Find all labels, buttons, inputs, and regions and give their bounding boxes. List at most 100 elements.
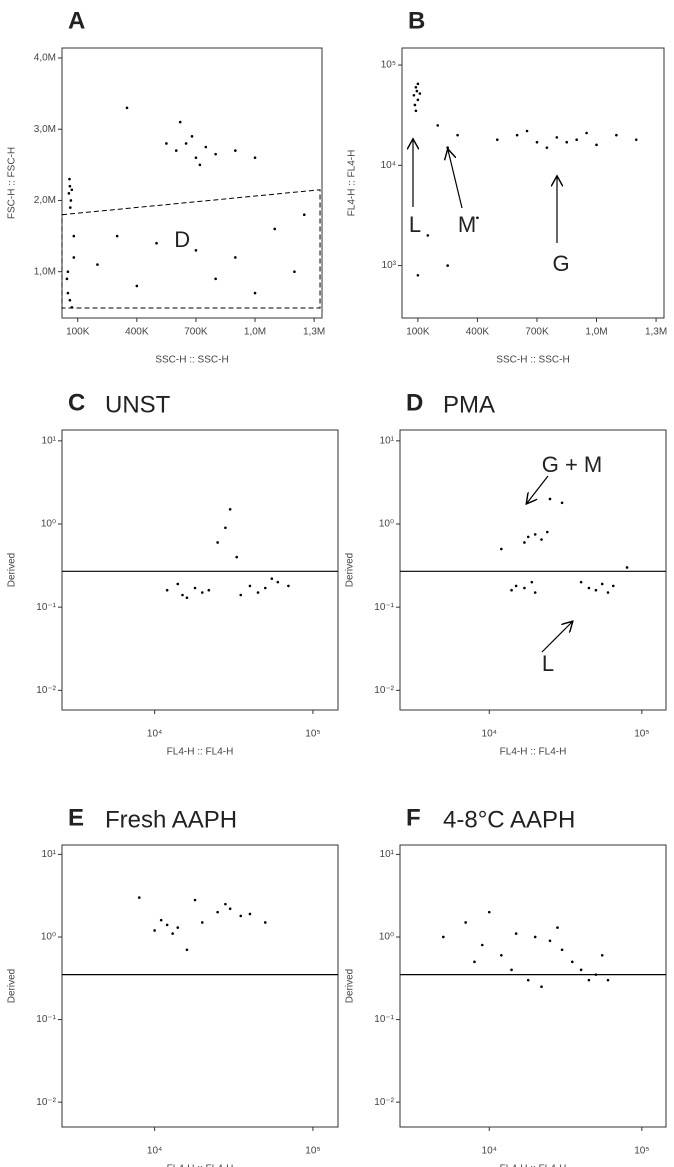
- point: [200, 591, 204, 594]
- point: [234, 149, 237, 152]
- plot-frame: [61, 47, 323, 319]
- y-axis-label: Derived: [7, 969, 18, 1003]
- point: [600, 582, 604, 586]
- panel-letter: B: [408, 7, 425, 34]
- point: [525, 129, 529, 133]
- gate-label: D: [174, 227, 190, 252]
- point: [253, 291, 257, 295]
- point: [548, 939, 552, 943]
- x-tick-label: 10⁴: [147, 1146, 162, 1157]
- x-tick-label: 10⁵: [634, 1146, 649, 1157]
- y-axis-label: Derived: [7, 553, 18, 587]
- arrow: [527, 475, 549, 503]
- point: [263, 586, 267, 590]
- point: [514, 932, 518, 935]
- point: [248, 584, 252, 588]
- x-tick-label: 10⁵: [305, 729, 320, 740]
- point: [234, 256, 237, 259]
- point: [239, 914, 243, 918]
- point: [446, 264, 449, 267]
- x-tick-label: 1,0M: [244, 327, 266, 338]
- x-tick-label: 400K: [125, 327, 149, 338]
- point: [625, 566, 629, 569]
- point: [66, 270, 70, 273]
- x-tick-label: 1,3M: [303, 327, 325, 338]
- y-tick-label: 10⁻²: [374, 1097, 394, 1108]
- point: [594, 973, 598, 976]
- point: [68, 206, 72, 209]
- point: [480, 943, 484, 947]
- panel-letter: C: [68, 389, 85, 416]
- y-tick-label: 10⁻²: [374, 685, 394, 696]
- point: [436, 124, 440, 127]
- panel-title: 4-8°C AAPH: [443, 806, 575, 833]
- point: [253, 156, 257, 160]
- point: [530, 580, 534, 584]
- y-axis-label: Derived: [345, 969, 356, 1003]
- plot-frame: [401, 47, 665, 319]
- point: [216, 541, 219, 544]
- y-tick-label: 10⁻¹: [36, 602, 56, 613]
- y-tick-label: 10⁻¹: [374, 602, 394, 613]
- point: [228, 907, 232, 911]
- plot-frame: [61, 844, 339, 1128]
- point: [446, 146, 449, 149]
- point: [414, 86, 418, 89]
- point: [276, 580, 280, 584]
- point: [185, 948, 189, 952]
- point: [526, 535, 530, 539]
- point: [66, 291, 70, 295]
- point: [193, 586, 197, 590]
- point: [207, 588, 211, 592]
- point: [70, 306, 74, 309]
- point: [200, 921, 204, 924]
- point: [464, 921, 467, 924]
- point: [414, 109, 418, 113]
- arrow: [448, 150, 463, 209]
- point: [416, 273, 420, 277]
- y-axis-label: FL4-H :: FL4-H: [347, 150, 358, 217]
- annotation: G: [552, 251, 569, 276]
- point: [190, 135, 194, 138]
- point: [193, 898, 197, 902]
- point: [594, 588, 598, 592]
- point: [523, 541, 526, 544]
- point: [69, 199, 73, 202]
- y-tick-label: 10¹: [380, 435, 395, 446]
- point: [165, 142, 168, 145]
- y-tick-label: 10⁻²: [36, 1097, 56, 1108]
- point: [135, 284, 139, 288]
- x-axis-label: SSC-H :: SSC-H: [155, 355, 228, 366]
- point: [526, 978, 530, 982]
- point: [68, 298, 72, 302]
- point: [545, 146, 549, 149]
- point: [634, 138, 638, 142]
- point: [500, 954, 503, 957]
- x-tick-label: 100K: [406, 327, 430, 338]
- x-tick-label: 10⁴: [482, 729, 497, 740]
- plot-frame: [399, 429, 667, 711]
- point: [533, 935, 537, 939]
- plot-frame: [399, 844, 667, 1128]
- y-tick-label: 1,0M: [34, 266, 56, 277]
- x-axis-label: FL4-H :: FL4-H: [167, 747, 234, 758]
- annotation: L: [542, 651, 554, 676]
- x-axis-label: FL4-H :: FL4-H: [167, 1164, 234, 1167]
- point: [165, 588, 169, 592]
- y-tick-label: 10⁻¹: [374, 1014, 394, 1025]
- y-axis-label: Derived: [345, 553, 356, 587]
- point: [155, 241, 158, 245]
- x-tick-label: 400K: [466, 327, 490, 338]
- y-tick-label: 10⁰: [41, 932, 56, 943]
- point: [72, 234, 76, 238]
- point: [235, 555, 239, 559]
- x-tick-label: 1,3M: [645, 327, 667, 338]
- x-tick-label: 100K: [66, 327, 90, 338]
- point: [555, 136, 559, 139]
- point: [273, 227, 277, 231]
- panel-title: Fresh AAPH: [105, 806, 237, 833]
- point: [523, 586, 526, 590]
- point: [293, 270, 296, 273]
- point: [214, 277, 217, 281]
- y-tick-label: 10⁻²: [36, 685, 56, 696]
